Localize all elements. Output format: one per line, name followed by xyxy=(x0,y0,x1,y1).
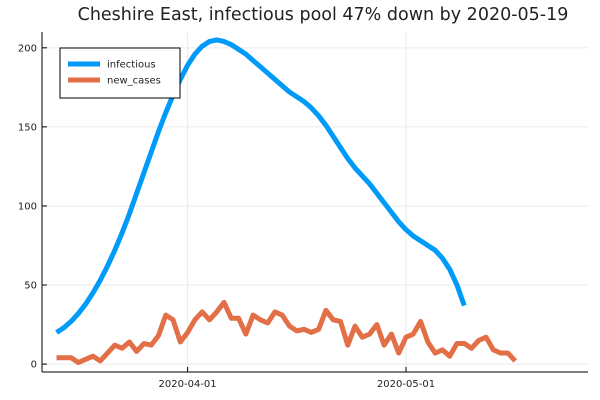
y-tick-label: 150 xyxy=(18,122,37,133)
series-layer xyxy=(55,37,518,366)
legend-box xyxy=(59,47,181,99)
legend: infectious new_cases xyxy=(59,47,181,99)
axes-layer: 0 50 100 150 200 2020-04-01 2020-05-01 xyxy=(18,32,588,390)
series-line-infectious xyxy=(55,37,467,335)
x-tick-label: 2020-05-01 xyxy=(377,379,435,390)
y-tick-label: 0 xyxy=(31,360,37,371)
x-tick-label: 2020-04-01 xyxy=(159,379,217,390)
legend-label-new-cases: new_cases xyxy=(107,76,161,87)
chart-title: Cheshire East, infectious pool 47% down … xyxy=(78,5,569,25)
y-tick-label: 50 xyxy=(24,281,37,292)
y-tick-label: 100 xyxy=(18,201,37,212)
series-line-new-cases xyxy=(56,299,518,366)
y-tick-label: 200 xyxy=(18,43,37,54)
legend-label-infectious: infectious xyxy=(107,60,156,71)
